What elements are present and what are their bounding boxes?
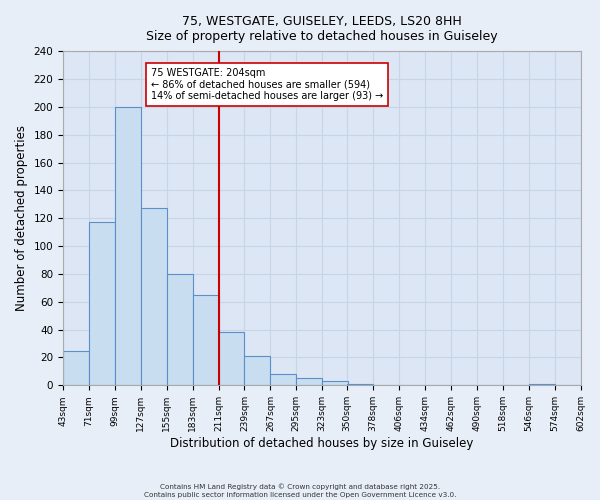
Bar xyxy=(115,107,141,386)
Bar xyxy=(244,356,271,386)
Bar xyxy=(167,274,193,386)
Text: Contains HM Land Registry data © Crown copyright and database right 2025.
Contai: Contains HM Land Registry data © Crown c… xyxy=(144,484,456,498)
X-axis label: Distribution of detached houses by size in Guiseley: Distribution of detached houses by size … xyxy=(170,437,473,450)
Bar xyxy=(271,374,296,386)
Bar xyxy=(322,381,348,386)
Bar xyxy=(218,332,244,386)
Bar xyxy=(193,295,218,386)
Title: 75, WESTGATE, GUISELEY, LEEDS, LS20 8HH
Size of property relative to detached ho: 75, WESTGATE, GUISELEY, LEEDS, LS20 8HH … xyxy=(146,15,497,43)
Bar xyxy=(141,208,167,386)
Bar xyxy=(63,350,89,386)
Bar xyxy=(89,222,115,386)
Y-axis label: Number of detached properties: Number of detached properties xyxy=(15,125,28,311)
Bar xyxy=(347,384,373,386)
Bar xyxy=(296,378,322,386)
Bar xyxy=(529,384,554,386)
Text: 75 WESTGATE: 204sqm
← 86% of detached houses are smaller (594)
14% of semi-detac: 75 WESTGATE: 204sqm ← 86% of detached ho… xyxy=(151,68,383,101)
